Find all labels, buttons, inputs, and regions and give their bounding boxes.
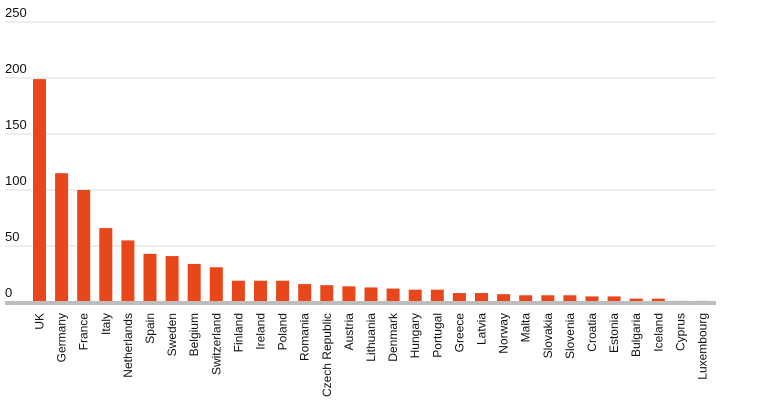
x-tick-label: Netherlands — [121, 313, 135, 378]
x-tick-label: Hungary — [408, 313, 422, 358]
bar — [386, 288, 400, 302]
x-tick-label: Germany — [55, 313, 69, 362]
y-tick-label: 150 — [5, 117, 27, 132]
x-tick-label: Bulgaria — [629, 313, 643, 357]
bars — [33, 79, 709, 303]
x-tick-label: Estonia — [607, 313, 621, 353]
bar — [276, 280, 290, 302]
x-tick-label: Luxembourg — [696, 313, 710, 380]
bar — [231, 280, 245, 302]
x-tick-label: Slovakia — [541, 313, 555, 359]
x-tick-label: Romania — [298, 313, 312, 361]
bar — [33, 79, 46, 303]
bar — [320, 285, 334, 302]
bar — [187, 263, 201, 302]
x-tick-label: Ireland — [254, 313, 268, 350]
x-tick-label: Denmark — [386, 312, 400, 362]
x-tick-label: Greece — [452, 313, 466, 353]
y-axis-tick-labels: 0 50 100 150 200 250 — [5, 5, 27, 300]
x-tick-label: Cyprus — [673, 313, 687, 351]
bar — [452, 293, 466, 302]
x-tick-label: Norway — [497, 313, 511, 354]
bar — [99, 228, 113, 302]
bar — [364, 287, 378, 302]
x-tick-label: UK — [33, 313, 47, 330]
x-tick-label: Latvia — [475, 313, 489, 345]
x-tick-label: Switzerland — [209, 313, 223, 375]
bar — [408, 289, 422, 302]
bar — [121, 240, 135, 302]
x-tick-label: Portugal — [430, 313, 444, 358]
bar — [298, 284, 312, 302]
x-tick-label: Finland — [231, 313, 245, 352]
x-tick-label: France — [77, 313, 91, 351]
bar — [342, 286, 356, 302]
bar — [430, 289, 444, 302]
y-tick-label: 0 — [5, 285, 12, 300]
gridlines — [5, 21, 716, 247]
x-tick-label: Slovenia — [563, 313, 577, 359]
bar — [165, 256, 179, 302]
bar — [55, 173, 69, 302]
x-tick-label: Austria — [342, 313, 356, 351]
x-tick-label: Iceland — [651, 313, 665, 352]
bar — [143, 253, 157, 302]
y-tick-label: 100 — [5, 173, 27, 188]
x-tick-label: Malta — [519, 313, 533, 343]
x-tick-label: Lithuania — [364, 313, 378, 362]
bar — [77, 190, 91, 302]
bar — [475, 293, 488, 302]
bar — [497, 294, 511, 302]
x-tick-label: Czech Republic — [320, 313, 334, 397]
bar — [585, 296, 599, 302]
x-tick-label: Poland — [276, 313, 290, 350]
bar — [563, 295, 577, 302]
x-tick-label: Italy — [99, 313, 113, 335]
x-axis-category-labels: UK Germany France Italy Netherlands Spain Swed… — [33, 312, 710, 397]
y-tick-label: 250 — [5, 5, 27, 20]
bar — [607, 296, 621, 302]
x-tick-label: Spain — [143, 313, 157, 344]
bar — [541, 295, 555, 302]
x-tick-label: Belgium — [187, 313, 201, 356]
y-tick-label: 200 — [5, 61, 27, 76]
bar — [651, 298, 665, 302]
bar — [254, 280, 267, 302]
bar — [629, 298, 643, 302]
bar — [209, 267, 223, 302]
x-tick-label: Croatia — [585, 313, 599, 352]
bar — [519, 295, 533, 302]
x-tick-label: Sweden — [165, 313, 179, 356]
y-tick-label: 50 — [5, 229, 19, 244]
